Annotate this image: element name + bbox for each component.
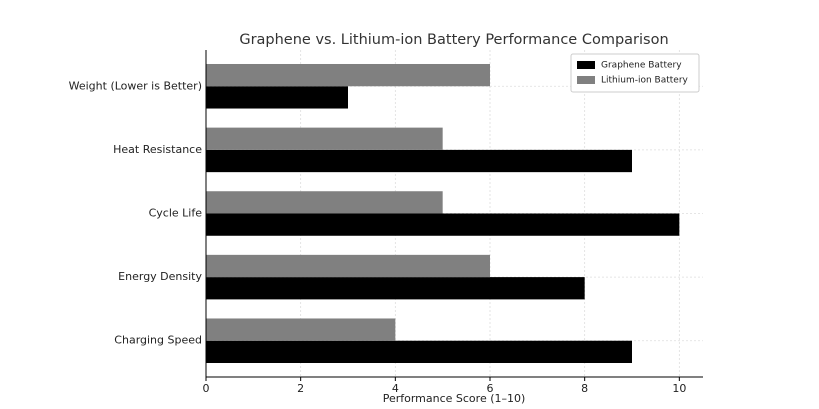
bar (206, 318, 396, 341)
bar (206, 127, 443, 150)
bar (206, 213, 680, 236)
bar (206, 277, 585, 300)
bar (206, 254, 490, 278)
legend-label: Graphene Battery (601, 61, 682, 71)
x-tick-label: 4 (392, 382, 399, 395)
y-tick-label: Heat Resistance (113, 143, 202, 156)
legend-swatch (577, 61, 595, 69)
bar (206, 149, 632, 173)
x-tick-label: 6 (487, 382, 494, 395)
y-tick-label: Weight (Lower is Better) (69, 79, 202, 92)
chart-title: Graphene vs. Lithium-ion Battery Perform… (239, 32, 668, 48)
legend-swatch (577, 76, 595, 84)
x-tick-label: 8 (581, 382, 588, 395)
bar (206, 340, 632, 364)
legend-label: Lithium-ion Battery (601, 76, 689, 86)
bar (206, 191, 443, 214)
y-tick-label: Cycle Life (149, 207, 203, 220)
y-tick-label: Energy Density (118, 270, 202, 283)
legend-box (570, 53, 700, 93)
x-tick-label: 2 (297, 382, 304, 395)
x-tick-label: 10 (672, 382, 686, 395)
bar (206, 63, 490, 87)
bar (206, 86, 348, 109)
x-tick-label: 0 (203, 382, 210, 395)
y-tick-label: Charging Speed (114, 334, 202, 347)
x-axis-label: Performance Score (1–10) (383, 392, 526, 405)
